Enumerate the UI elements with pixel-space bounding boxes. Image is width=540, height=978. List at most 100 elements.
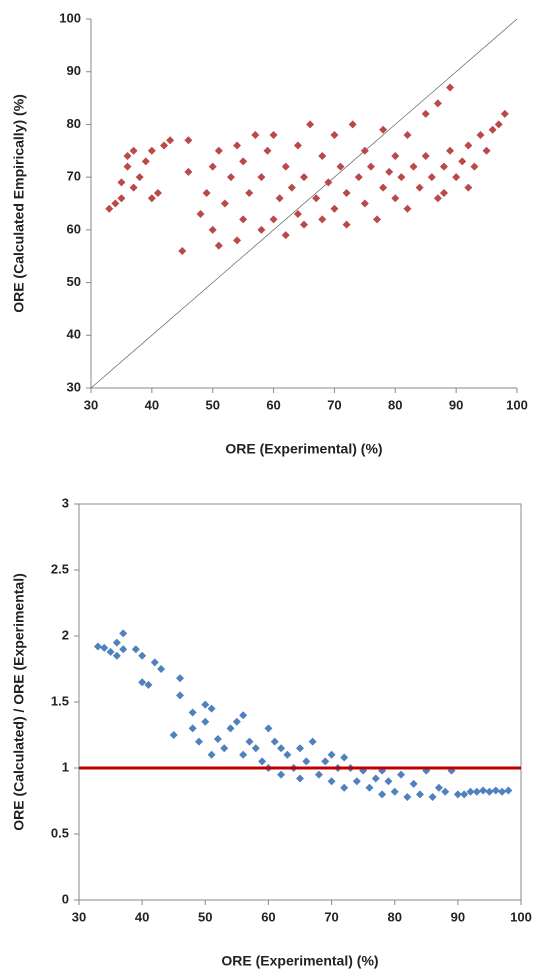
data-point bbox=[321, 757, 330, 766]
data-point bbox=[354, 173, 363, 182]
data-point bbox=[433, 194, 442, 203]
data-point bbox=[314, 770, 323, 779]
data-point bbox=[296, 744, 304, 753]
data-point bbox=[112, 651, 121, 660]
y-tick-label: 3 bbox=[62, 495, 69, 510]
x-tick-label: 40 bbox=[135, 909, 149, 924]
data-point bbox=[318, 152, 327, 161]
y-tick-label: 60 bbox=[67, 221, 81, 236]
data-point bbox=[275, 194, 284, 203]
data-point bbox=[208, 162, 217, 171]
data-point bbox=[277, 744, 286, 753]
data-point bbox=[208, 225, 217, 234]
data-point bbox=[464, 141, 473, 150]
data-point bbox=[366, 162, 375, 171]
y-tick-label: 50 bbox=[67, 274, 81, 289]
data-point bbox=[178, 246, 187, 255]
data-point bbox=[384, 777, 393, 786]
data-point bbox=[466, 787, 475, 796]
x-tick-label: 30 bbox=[84, 397, 98, 412]
data-point bbox=[391, 194, 400, 203]
data-point bbox=[434, 783, 443, 792]
data-point bbox=[415, 183, 424, 192]
data-point bbox=[100, 643, 109, 652]
data-point bbox=[409, 162, 418, 171]
x-tick-label: 50 bbox=[205, 397, 219, 412]
data-point bbox=[117, 194, 126, 203]
data-point bbox=[184, 136, 193, 145]
data-point bbox=[342, 220, 351, 229]
data-point bbox=[441, 787, 450, 796]
data-point bbox=[233, 141, 242, 150]
data-point bbox=[245, 737, 254, 746]
data-point bbox=[277, 770, 286, 779]
data-point bbox=[378, 790, 387, 799]
data-point bbox=[458, 157, 467, 166]
y-tick-label: 0 bbox=[62, 891, 69, 906]
data-point bbox=[263, 146, 272, 155]
data-point bbox=[264, 724, 273, 733]
data-point bbox=[111, 199, 120, 208]
y-axis-title: ORE (Calculated) / ORE (Experimental) bbox=[11, 573, 27, 831]
y-axis-title: ORE (Calculated Empirically) (%) bbox=[11, 94, 27, 313]
x-tick-label: 80 bbox=[387, 909, 401, 924]
data-point bbox=[270, 737, 279, 746]
data-point bbox=[421, 109, 430, 118]
data-point bbox=[485, 787, 494, 796]
data-point bbox=[302, 757, 311, 766]
data-point bbox=[360, 199, 369, 208]
data-point bbox=[147, 194, 156, 203]
data-point bbox=[415, 790, 424, 799]
data-point bbox=[446, 83, 455, 92]
data-point bbox=[379, 183, 388, 192]
x-tick-label: 50 bbox=[198, 909, 212, 924]
data-point bbox=[112, 638, 121, 647]
x-tick-label: 100 bbox=[506, 397, 528, 412]
y-tick-label: 100 bbox=[59, 10, 81, 25]
data-point bbox=[453, 790, 462, 799]
data-point bbox=[379, 125, 388, 134]
data-point bbox=[293, 141, 302, 150]
data-point bbox=[117, 178, 126, 187]
data-point bbox=[226, 173, 235, 182]
data-point bbox=[105, 204, 114, 213]
data-point bbox=[188, 708, 197, 717]
data-point bbox=[300, 173, 308, 182]
data-point bbox=[220, 744, 229, 753]
data-point bbox=[257, 225, 266, 234]
data-point bbox=[365, 783, 374, 792]
data-point bbox=[403, 204, 412, 213]
data-point bbox=[245, 188, 254, 197]
x-tick-label: 80 bbox=[388, 397, 402, 412]
data-point bbox=[119, 645, 128, 654]
x-tick-label: 100 bbox=[510, 909, 532, 924]
x-axis-title: ORE (Experimental) (%) bbox=[221, 953, 378, 969]
data-point bbox=[129, 183, 138, 192]
data-point bbox=[385, 167, 394, 176]
y-tick-label: 30 bbox=[67, 379, 81, 394]
data-point bbox=[150, 658, 159, 667]
y-tick-label: 2.5 bbox=[51, 561, 69, 576]
data-point bbox=[141, 157, 150, 166]
data-point bbox=[144, 680, 153, 689]
data-point bbox=[470, 162, 479, 171]
data-point bbox=[93, 642, 102, 651]
data-point bbox=[330, 130, 339, 139]
x-tick-label: 70 bbox=[324, 909, 338, 924]
data-point bbox=[251, 130, 260, 139]
data-point bbox=[340, 753, 349, 762]
data-point bbox=[131, 645, 140, 654]
data-point bbox=[409, 779, 418, 788]
data-point bbox=[226, 724, 235, 733]
data-point bbox=[306, 120, 315, 129]
plot-frame bbox=[78, 503, 522, 901]
data-point bbox=[452, 173, 461, 182]
data-point bbox=[214, 241, 223, 250]
data-point bbox=[201, 717, 210, 726]
data-point bbox=[336, 162, 345, 171]
data-point bbox=[138, 678, 147, 687]
data-point bbox=[196, 210, 205, 219]
data-point bbox=[233, 236, 242, 245]
data-point bbox=[194, 737, 203, 746]
data-point bbox=[207, 704, 216, 713]
